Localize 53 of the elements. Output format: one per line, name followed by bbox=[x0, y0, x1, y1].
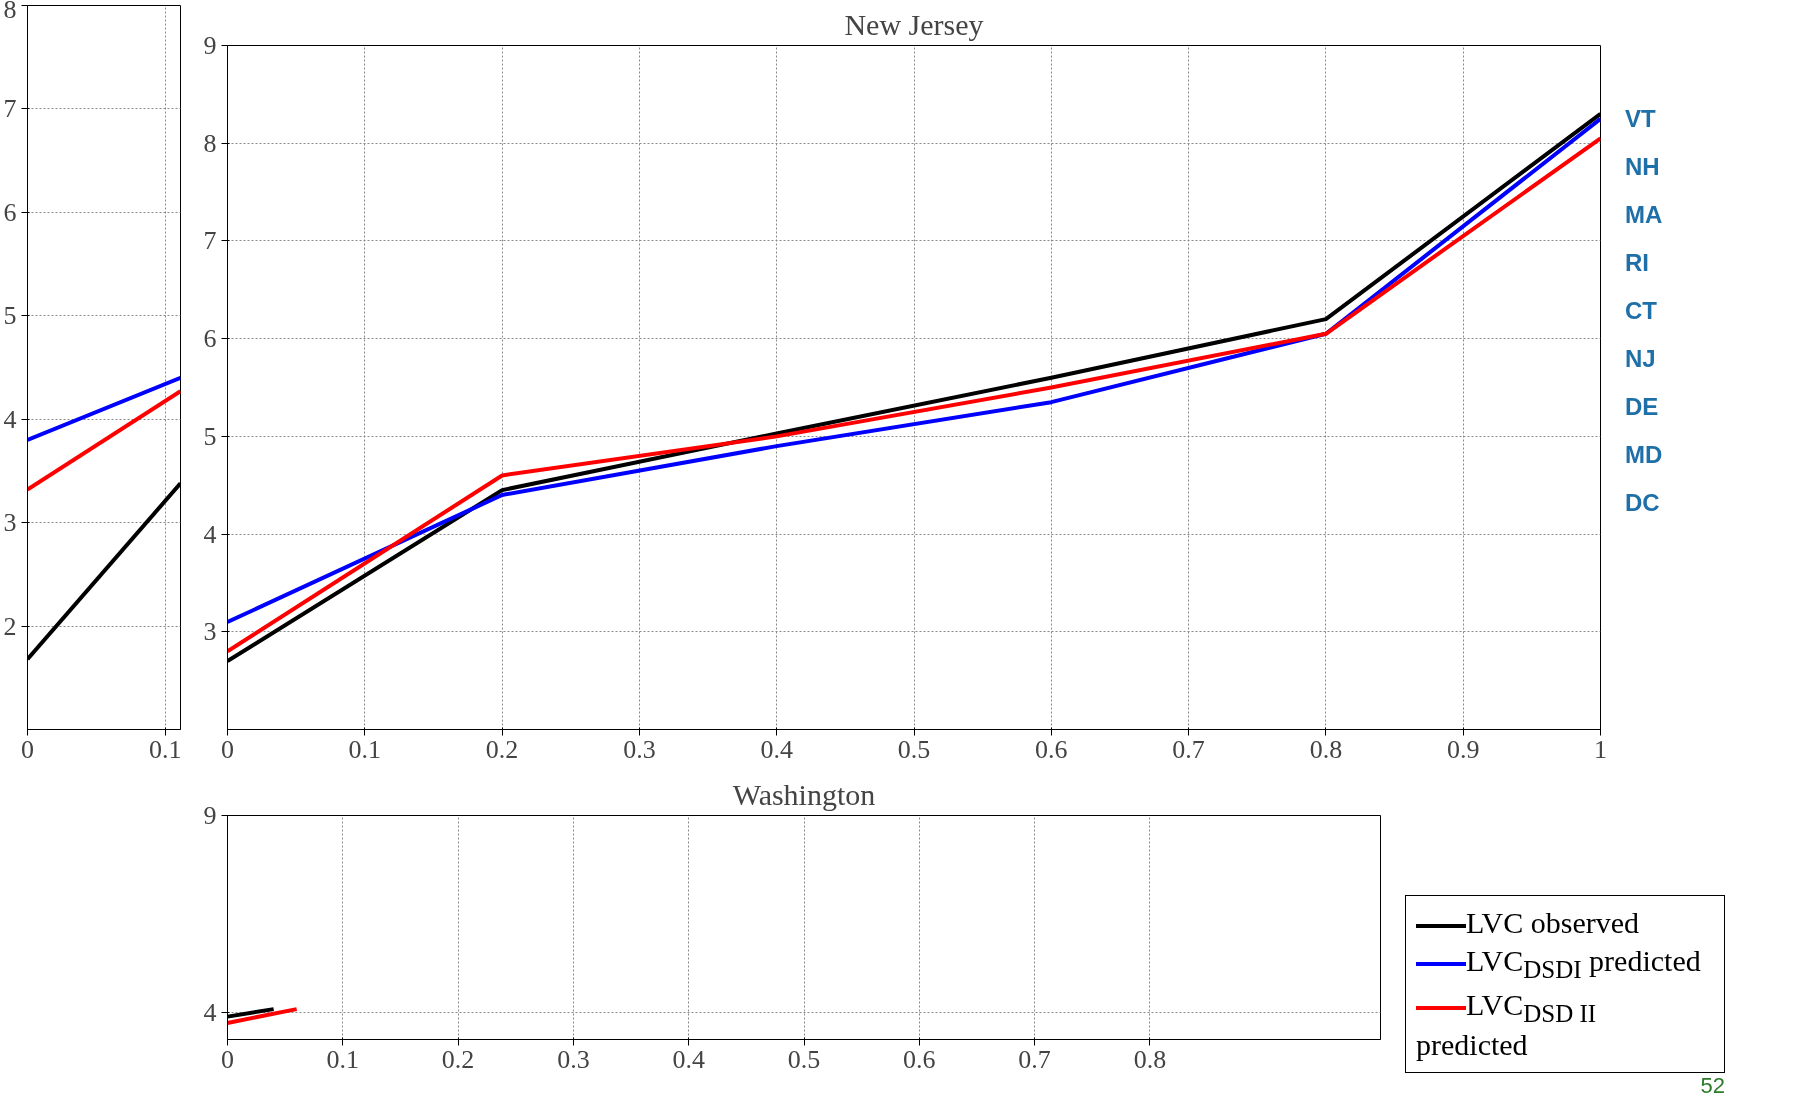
x-tick-label: 0.4 bbox=[760, 734, 793, 764]
x-tick-label: 0.1 bbox=[348, 734, 382, 764]
legend-label: LVC$_{DSDI}$ predicted bbox=[1465, 944, 1702, 984]
y-tick-label: 9 bbox=[203, 31, 217, 60]
text: MA bbox=[1625, 201, 1663, 228]
x-tick-label: 0.8 bbox=[1309, 734, 1343, 764]
y-tick-label: 6 bbox=[203, 324, 217, 354]
x-tick-label: 1 bbox=[1594, 734, 1607, 764]
y-tick-label: 4 bbox=[203, 998, 217, 1028]
y-tick-label: 3 bbox=[203, 617, 217, 647]
y-tick-label: 7 bbox=[203, 226, 217, 256]
text: NH bbox=[1625, 153, 1660, 180]
y-tick-label: 8 bbox=[3, 0, 17, 24]
x-tick-label: 0.5 bbox=[787, 1044, 821, 1074]
x-tick-label: 0.7 bbox=[1018, 1044, 1051, 1074]
text: NJ bbox=[1625, 345, 1656, 372]
x-tick-label: 0.2 bbox=[441, 1044, 475, 1074]
y-tick-label: 4 bbox=[3, 404, 17, 434]
y-tick-label: 6 bbox=[3, 197, 17, 227]
x-tick-label: 0 bbox=[221, 734, 234, 764]
x-tick-label: 0.3 bbox=[623, 734, 656, 764]
text: DE bbox=[1625, 393, 1659, 420]
legend-label: LVC$_{DSD II}$ predicted bbox=[1416, 988, 1598, 1062]
y-tick-label: 3 bbox=[3, 508, 17, 538]
text: CT bbox=[1625, 297, 1657, 324]
x-tick-label: 0.1 bbox=[326, 1044, 360, 1074]
text: DC bbox=[1625, 489, 1660, 516]
y-tick-label: 4 bbox=[203, 519, 217, 549]
text: RI bbox=[1625, 249, 1649, 276]
x-tick-label: 0.6 bbox=[1035, 734, 1068, 764]
text: MD bbox=[1625, 441, 1663, 468]
text: 52 bbox=[1699, 1073, 1725, 1099]
x-tick-label: 0.5 bbox=[897, 734, 931, 764]
chart-title: Washington bbox=[732, 777, 876, 811]
x-tick-label: 0.1 bbox=[149, 734, 182, 764]
y-tick-label: 5 bbox=[203, 421, 217, 451]
y-tick-label: 9 bbox=[203, 801, 217, 830]
text: VT bbox=[1625, 105, 1656, 132]
x-tick-label: 0.4 bbox=[672, 1044, 705, 1074]
chart-title: New Jersey bbox=[844, 7, 984, 41]
x-tick-label: 0 bbox=[21, 734, 34, 764]
x-tick-label: 0 bbox=[221, 1044, 234, 1074]
x-tick-label: 0.8 bbox=[1133, 1044, 1167, 1074]
x-tick-label: 0.7 bbox=[1172, 734, 1205, 764]
y-tick-label: 5 bbox=[3, 301, 17, 331]
x-tick-label: 0.6 bbox=[903, 1044, 936, 1074]
y-tick-label: 7 bbox=[3, 94, 17, 124]
x-tick-label: 0.9 bbox=[1446, 734, 1480, 764]
y-tick-label: 2 bbox=[3, 611, 17, 641]
x-tick-label: 0.2 bbox=[485, 734, 519, 764]
x-tick-label: 0.3 bbox=[557, 1044, 590, 1074]
legend-label: LVC observed bbox=[1465, 906, 1641, 940]
y-tick-label: 8 bbox=[203, 128, 217, 158]
